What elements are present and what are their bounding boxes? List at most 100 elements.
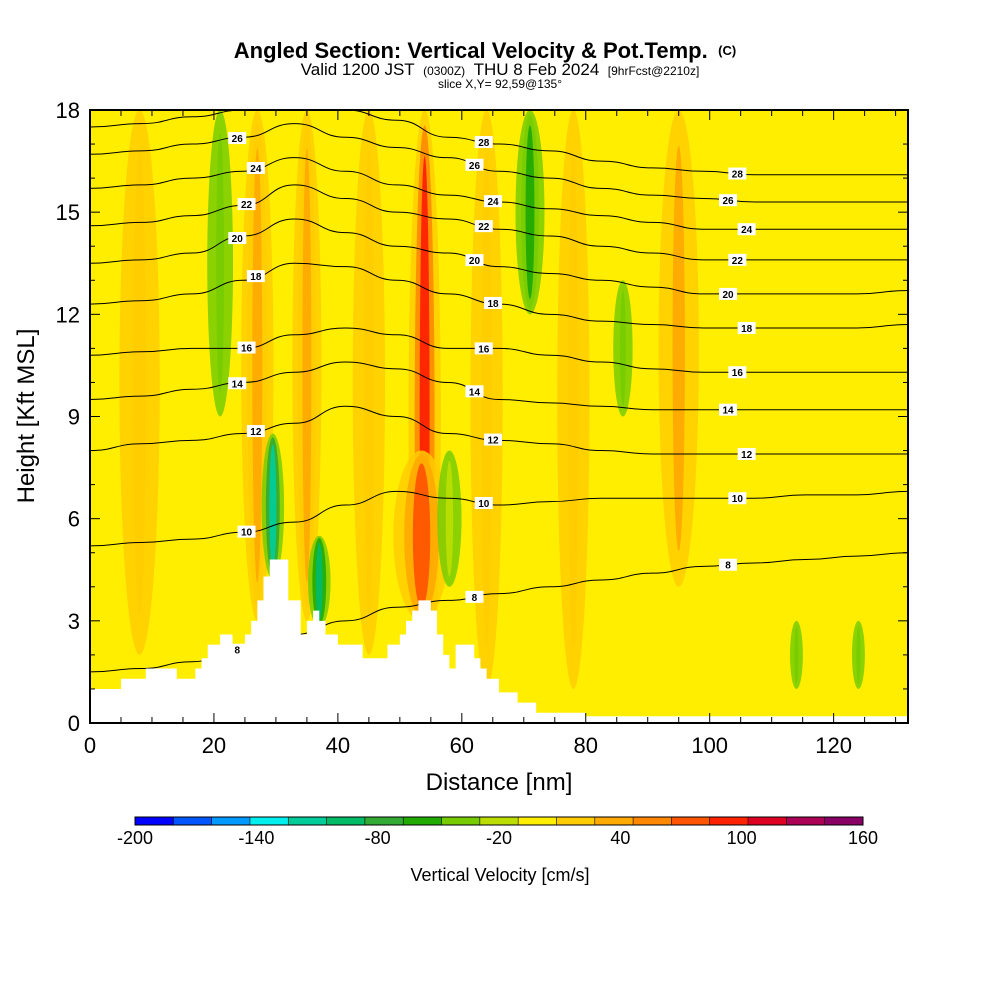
- contour-label: 8: [472, 593, 478, 604]
- contour-label-box: [737, 447, 756, 460]
- contour-label-box: [484, 296, 503, 309]
- x-tick-label: 100: [691, 733, 728, 758]
- plot-area: 8 8 8 10 10 10 12 12 12 14 14 14 16 16 16 18 18 18 20 20 20 2…: [90, 110, 908, 723]
- x-tick-label: 0: [84, 733, 96, 758]
- contour-label-box: [465, 254, 484, 267]
- contour-label-box: [484, 195, 503, 208]
- y-tick-label: 9: [68, 405, 80, 430]
- colorbar-swatch: [594, 817, 634, 825]
- colorbar-swatch: [518, 817, 557, 825]
- contour-label-box: [465, 590, 484, 603]
- contour-label-box: [719, 287, 738, 300]
- contour-label-box: [728, 167, 747, 180]
- contour-label: 22: [478, 222, 490, 233]
- velocity-shading: [119, 110, 865, 723]
- contour-label: 20: [232, 234, 244, 245]
- contour-label: 18: [487, 299, 499, 310]
- y-tick-label: 6: [68, 507, 80, 532]
- downdraft-cell: [794, 625, 799, 684]
- colorbar-tick-label: -140: [238, 828, 274, 848]
- contour-label: 22: [732, 256, 744, 267]
- contour-label: 12: [487, 436, 499, 447]
- downdraft-cell: [619, 290, 626, 407]
- y-tick-label: 0: [68, 711, 80, 736]
- updraft-cell: [568, 153, 579, 646]
- downdraft-cell: [856, 625, 861, 684]
- contour-label: 22: [241, 200, 253, 211]
- contour-label: 18: [250, 272, 262, 283]
- contour-label: 20: [469, 256, 481, 267]
- contour-label: 26: [722, 196, 734, 207]
- contour-label-box: [474, 220, 493, 233]
- contour-label: 10: [478, 499, 490, 510]
- colorbar-swatch: [786, 817, 826, 825]
- contour-label-box: [719, 403, 738, 416]
- theta-contour-28: [90, 110, 908, 176]
- contour-label-box: [728, 366, 747, 379]
- updraft-cell: [672, 145, 685, 552]
- contour-label: 16: [241, 344, 253, 355]
- y-tick-label: 12: [56, 302, 80, 327]
- colorbar-label: Vertical Velocity [cm/s]: [410, 865, 589, 885]
- colorbar-swatch: [403, 817, 443, 825]
- colorbar-swatch: [249, 817, 289, 825]
- axes: 0 20 40 60 80 100 120 0 3 6 9 12 15 18: [56, 98, 908, 758]
- colorbar-swatch: [479, 817, 519, 825]
- contour-label-box: [737, 321, 756, 334]
- x-tick-label: 40: [326, 733, 350, 758]
- contour-label-box: [228, 132, 247, 145]
- contour-label: 20: [722, 290, 734, 301]
- colorbar-tick-label: -20: [486, 828, 512, 848]
- theta-contour-labels: 8 8 8 10 10 10 12 12 12 14 14 14 16 16 16 18 18 18 20 20 20 2…: [228, 132, 756, 657]
- colorbar-swatch: [824, 817, 864, 825]
- contour-label: 24: [250, 164, 262, 175]
- colorbar-swatch: [326, 817, 366, 825]
- contour-label: 24: [487, 197, 499, 208]
- terrain-profile: [90, 559, 908, 723]
- x-tick-label: 120: [815, 733, 852, 758]
- terrain: [90, 559, 908, 723]
- chart-subtitle: Valid 1200 JST (0300Z) THU 8 Feb 2024 [9…: [301, 60, 700, 79]
- colorbar: -200 -140 -80 -20 40 100 160: [117, 816, 878, 848]
- downdraft-cell: [525, 125, 535, 300]
- y-axis-label: Height [Kft MSL]: [13, 329, 40, 504]
- contour-label-box: [474, 342, 493, 355]
- colorbar-frame: [134, 816, 864, 826]
- contour-label: 10: [732, 494, 744, 505]
- colorbar-swatch: [288, 817, 328, 825]
- colorbar-tick-label: -200: [117, 828, 153, 848]
- theta-contour-10: [90, 490, 908, 547]
- contour-label-box: [474, 136, 493, 149]
- updraft-cell: [302, 148, 312, 583]
- contour-label: 14: [722, 406, 734, 417]
- contour-label: 16: [478, 344, 490, 355]
- colorbar-swatch: [556, 817, 596, 825]
- theta-contour-16: [90, 327, 908, 373]
- contour-label: 28: [478, 138, 490, 149]
- contour-label: 18: [741, 324, 753, 335]
- contour-label: 14: [469, 387, 481, 398]
- contour-label: 8: [234, 646, 240, 657]
- contour-label-box: [737, 223, 756, 236]
- x-tick-label: 80: [574, 733, 598, 758]
- contour-label: 12: [250, 427, 262, 438]
- contour-label-box: [237, 525, 256, 538]
- x-tick-label: 20: [202, 733, 226, 758]
- downdraft-cell: [269, 444, 277, 569]
- colorbar-swatch: [633, 817, 672, 825]
- contour-label-box: [246, 425, 265, 438]
- colorbar-swatch: [441, 817, 481, 825]
- downdraft-cell: [315, 542, 323, 621]
- colorbar-swatch: [671, 817, 711, 825]
- updraft-cell: [363, 150, 374, 615]
- contour-label-box: [719, 194, 738, 207]
- colorbar-swatch: [211, 817, 251, 825]
- x-tick-label: 60: [450, 733, 474, 758]
- contour-label-box: [728, 492, 747, 505]
- chart-slice-info: slice X,Y= 92,59@135°: [438, 77, 562, 91]
- contour-label-box: [237, 341, 256, 354]
- contour-label: 14: [232, 379, 244, 390]
- updraft-cell: [481, 153, 492, 646]
- theta-contour-14: [90, 361, 908, 411]
- updraft-cell: [252, 148, 263, 583]
